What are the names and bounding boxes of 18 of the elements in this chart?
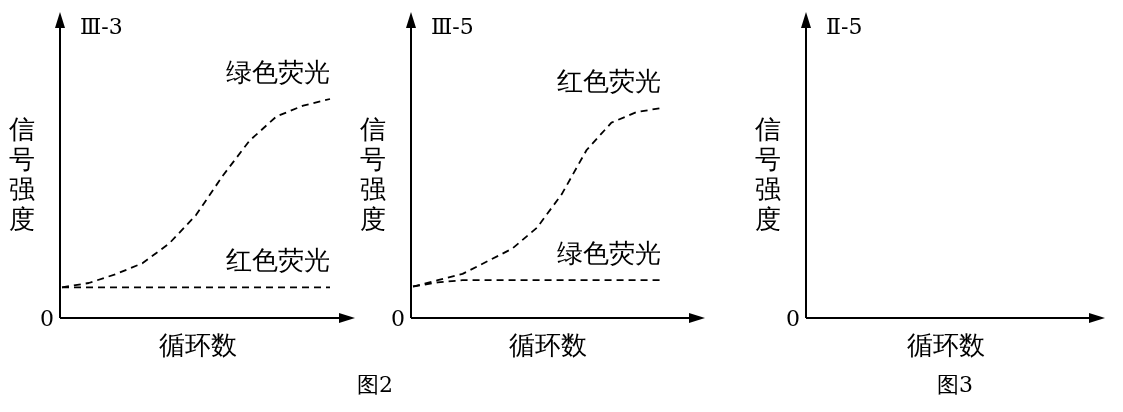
chart-title: Ⅲ-3 — [80, 14, 123, 39]
series-label: 绿色荧光 — [557, 238, 661, 269]
caption: 图3 — [937, 372, 973, 397]
text: 0 — [391, 306, 405, 331]
chart-title: Ⅲ-5 — [431, 14, 474, 39]
y-axis-title: 信号强度 — [360, 114, 386, 234]
y-axis-title: 信号强度 — [9, 114, 35, 234]
series-label: 绿色荧光 — [226, 57, 330, 87]
text: 0 — [40, 306, 54, 331]
text: 循环数 — [906, 330, 985, 360]
text: 0 — [786, 306, 800, 331]
series-label: 红色荧光 — [226, 245, 330, 276]
x-axis-title: 循环数 — [158, 330, 237, 360]
x-axis-title: 循环数 — [509, 330, 587, 360]
text: 信号强度 — [755, 114, 781, 234]
caption: 图2 — [357, 372, 393, 397]
text: Ⅱ-5 — [826, 14, 863, 39]
series-label: 红色荧光 — [557, 66, 661, 96]
